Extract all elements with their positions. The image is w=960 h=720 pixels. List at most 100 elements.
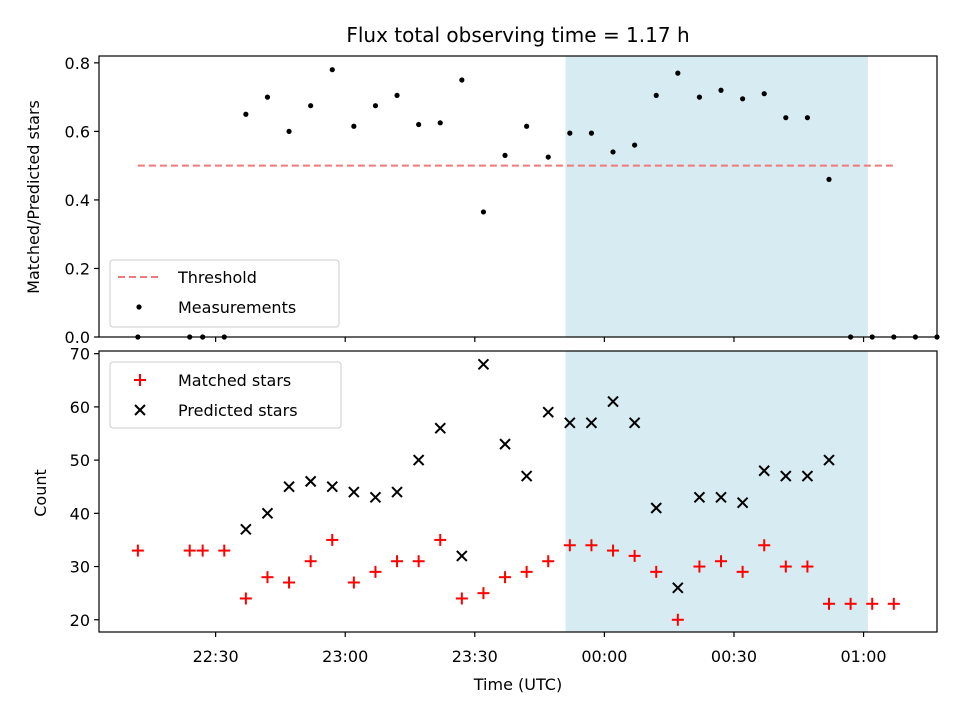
predicted-star-point [715,491,727,504]
predicted-star-point [283,481,295,493]
measurement-point [804,115,811,121]
ratio-legend-box [109,259,340,328]
matched-star-point [283,576,296,589]
measurement-point [416,121,422,128]
measurements-legend-swatch [136,304,142,310]
measurement-point [610,149,616,155]
measurement-point [632,142,638,148]
ratio-panel-y-ticks: 0.0 0.2 0.4 0.6 0.8 [65,54,99,347]
ratio-panel-legend: Threshold Measurements [109,259,340,328]
measurement-point [826,176,832,182]
matched-star-point [650,565,663,578]
predicted-star-point [240,523,252,535]
matched-star-point [520,565,533,578]
count-legend-box [109,361,342,429]
matched-star-point [434,533,447,546]
predicted-star-point [628,417,641,429]
x-tick-label: 01:00 [841,647,887,666]
matched-star-point [304,555,317,568]
y-tick-label: 0.0 [65,328,90,347]
count-panel-y-label: Count [31,469,50,517]
count-panel: 20 30 40 50 60 70 22:30 23:00 23:30 00:00 00:30 01… [31,345,938,666]
predicted-star-point [391,486,403,498]
x-tick-label: 23:00 [322,647,368,666]
measurement-point [567,130,573,136]
measurement-point [545,154,551,160]
measurement-point [696,94,703,100]
predicted-star-point [261,507,274,520]
matched-star-point [261,571,274,584]
x-tick-label: 00:30 [711,647,757,666]
measurement-point [761,91,767,97]
measurement-point [718,87,724,93]
matched-star-point [196,544,209,557]
matched-star-point [671,613,684,626]
matched-star-point [887,597,900,610]
predicted-star-point [823,454,835,466]
predicted-star-point [434,422,446,434]
measurement-point [480,209,487,215]
matched-star-point [607,544,620,557]
measurement-point [524,123,530,129]
matched-star-point [758,539,771,552]
predicted-star-point [477,358,490,371]
matched-star-point [801,560,814,573]
predicted-star-point [607,395,619,408]
matched-star-point [455,592,468,605]
measurement-point [308,103,314,109]
predicted-star-point [585,417,598,429]
measurement-point [740,96,746,102]
predicted-star-point [412,454,425,466]
measurement-point [588,130,595,136]
y-tick-label: 30 [70,558,90,577]
matched-star-point [218,544,231,557]
measurement-point [286,128,292,134]
matched-star-point [131,544,144,557]
count-panel-frame [98,350,938,633]
measurements-legend-label: Measurements [178,298,296,317]
y-tick-label: 50 [70,451,90,470]
matched-star-point [693,560,706,573]
predicted-star-point [520,470,533,482]
predicted-star-point [780,470,792,482]
predicted-star-point [304,475,317,488]
predicted-legend-label: Predicted stars [178,401,298,420]
matched-star-point [563,539,576,552]
ratio-panel-frame [98,55,938,338]
matched-star-point [779,560,792,573]
predicted-star-point [758,465,770,477]
ratio-panel-marks [135,67,940,340]
matched-star-point [326,533,339,546]
matched-star-point [499,571,512,584]
predicted-legend-swatch [134,404,146,416]
chart-title: Flux total observing time = 1.17 h [346,23,689,47]
ratio-panel: 0.00.20.40.60.8 Matched/Predicted stars … [24,54,940,347]
predicted-star-point [499,438,511,450]
matched-star-point [823,597,836,610]
y-tick-label: 40 [70,504,90,523]
measurement-point [372,103,379,109]
y-tick-label: 70 [70,345,90,364]
x-tick-label: 23:30 [452,647,498,666]
predicted-star-point [650,502,662,514]
predicted-star-point [672,582,684,594]
matched-star-point [866,597,879,610]
measurement-point [243,111,249,117]
measurement-point [783,115,789,121]
count-panel-marks [131,358,900,626]
measurement-point [502,152,508,158]
matched-star-point [347,576,360,589]
threshold-legend-label: Threshold [177,268,257,287]
y-tick-label: 20 [70,611,90,630]
y-tick-label: 0.4 [65,191,90,210]
count-panel-window [565,351,868,632]
x-axis-label: Time (UTC) [473,675,562,694]
predicted-star-point [801,470,814,482]
matched-star-point [369,565,382,578]
matched-star-point [844,597,857,610]
matched-star-point [412,555,425,568]
measurement-point [351,123,357,129]
matched-legend-label: Matched stars [178,371,291,390]
y-tick-label: 0.8 [65,54,90,73]
